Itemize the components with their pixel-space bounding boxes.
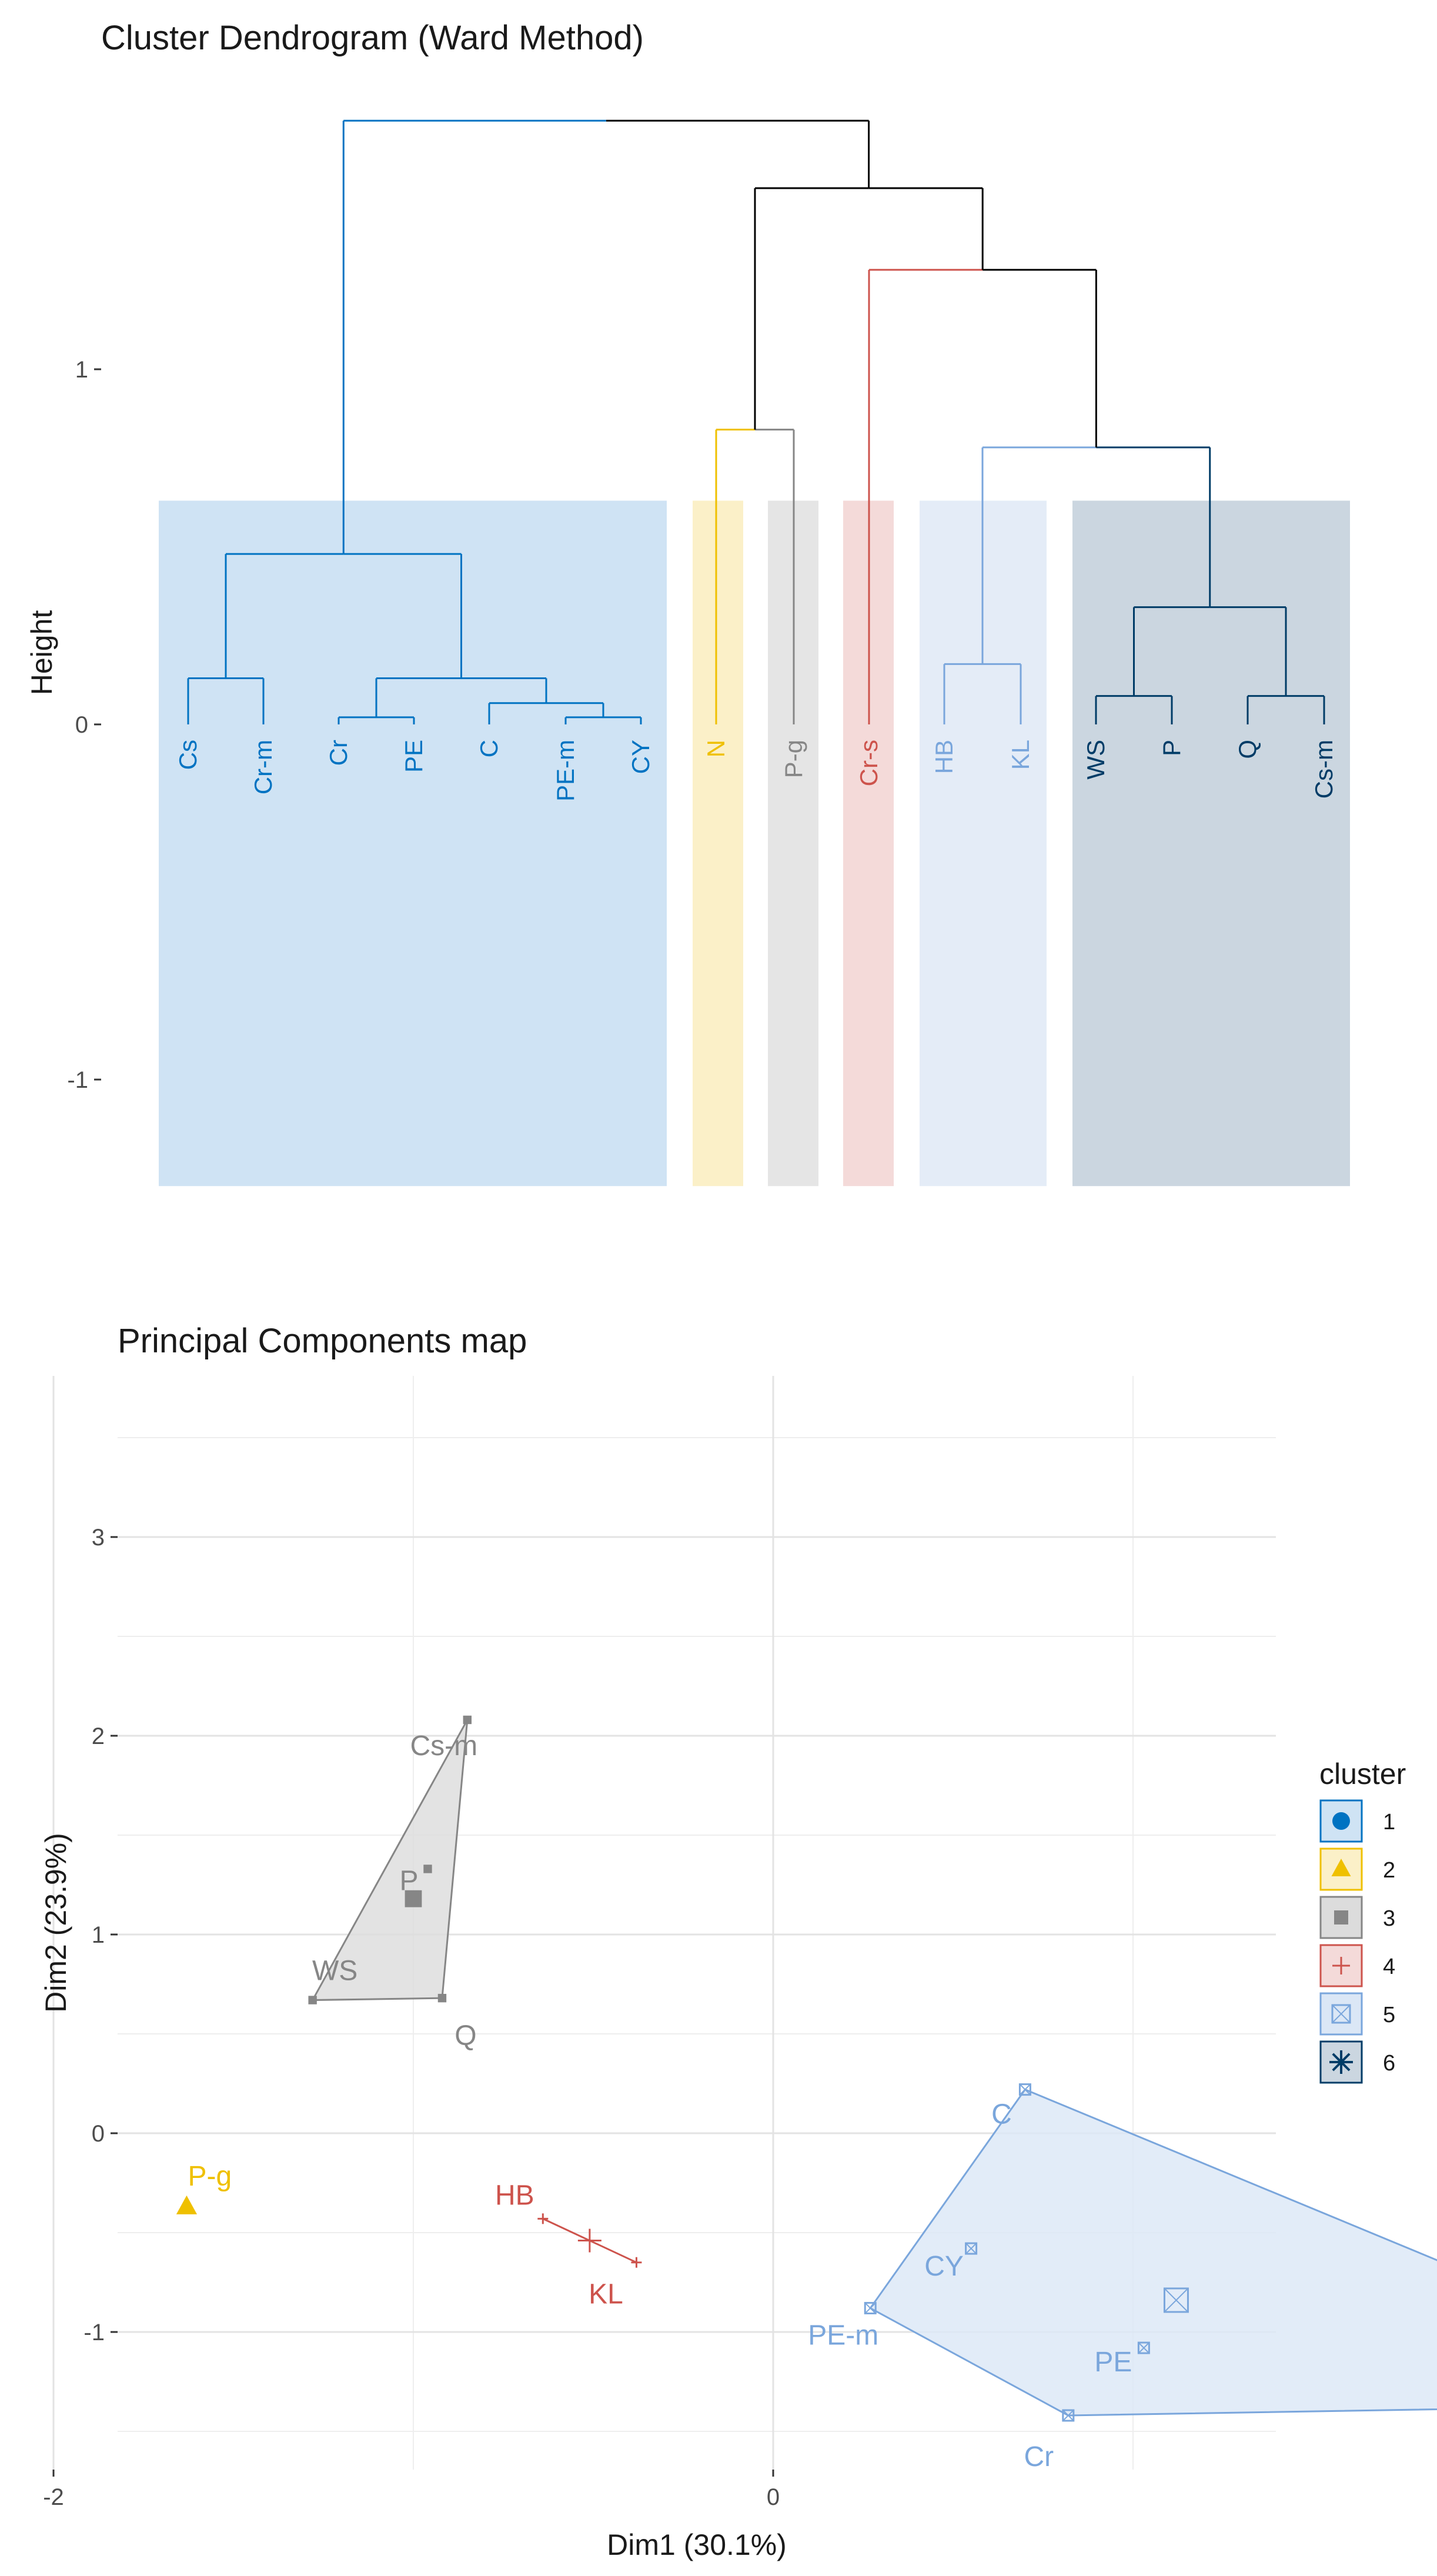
leaf-label-c: C <box>475 740 503 757</box>
marker-stroke <box>1019 2083 1031 2096</box>
leaf-label-cs: Cs <box>174 740 202 770</box>
leaf-label-hb: HB <box>930 740 958 774</box>
point-label-c: C <box>991 2099 1012 2130</box>
marker-stroke <box>1062 2409 1075 2422</box>
legend: cluster 1 2 3 4 5 6 <box>1319 1758 1406 2084</box>
point-q <box>437 1993 447 2003</box>
y-tick-label: 3 <box>92 1525 105 1551</box>
leaf-label-p-g: P-g <box>780 740 807 778</box>
marker-stroke <box>1018 2083 1031 2096</box>
point-label-ws: WS <box>312 1956 357 1987</box>
y-tick-label: 1 <box>92 1922 105 1948</box>
marker-stroke <box>965 2243 977 2254</box>
marker-stroke <box>1163 2287 1189 2313</box>
leaf-label-p: P <box>1158 740 1185 756</box>
legend-label-5: 5 <box>1383 2003 1395 2027</box>
centroid-3 <box>405 1890 422 1907</box>
marker-stroke <box>1164 2288 1189 2313</box>
point-ws <box>308 1996 317 2004</box>
point-cs-m <box>463 1715 472 1725</box>
legend-marker-2 <box>1331 1859 1351 1876</box>
point-c <box>1018 2083 1031 2096</box>
y-tick-label: 2 <box>92 1723 105 1749</box>
leaf-label-cy: CY <box>627 740 654 774</box>
point-label-cs-m: Cs-m <box>410 1730 477 1762</box>
pca-title: Principal Components map <box>118 1322 527 1360</box>
point-p-g <box>176 2195 198 2214</box>
point-p <box>423 1865 432 1873</box>
leaf-label-n: N <box>702 740 730 757</box>
cluster-rect-2 <box>693 500 743 1187</box>
marker-stroke <box>1332 2053 1351 2072</box>
leaf-label-cr-s: Cr-s <box>855 740 883 786</box>
point-pe-m <box>864 2301 877 2314</box>
legend-label-2: 2 <box>1383 1858 1395 1883</box>
marker-stroke <box>864 2301 877 2314</box>
marker-stroke <box>1062 2410 1074 2421</box>
point-kl <box>631 2257 642 2268</box>
legend-label-6: 6 <box>1383 2051 1395 2076</box>
leaf-label-q: Q <box>1234 740 1261 759</box>
legend-marker-3 <box>1334 1910 1348 1925</box>
centroid-4 <box>577 2228 601 2253</box>
point-label-kl: KL <box>589 2279 623 2310</box>
cluster-rect-6 <box>1072 500 1350 1187</box>
cluster-hull-3 <box>311 1719 469 2002</box>
marker-stroke <box>864 2302 876 2314</box>
cluster-hull-5 <box>869 2088 1437 2417</box>
pca-panel: Principal Components map NP-gCs-mPWSQHBK… <box>39 1322 1437 2561</box>
legend-marker-4 <box>1332 1957 1350 1974</box>
legend-title: cluster <box>1319 1758 1406 1790</box>
leaf-label-pe: PE <box>400 740 427 773</box>
leaf-label-cr: Cr <box>325 740 352 766</box>
cluster-rect-1 <box>159 500 667 1187</box>
x-tick-label: 0 <box>767 2484 780 2510</box>
point-label-q: Q <box>455 2020 476 2052</box>
marker-stroke <box>1137 2341 1150 2354</box>
y-tick-label: -1 <box>67 1067 88 1093</box>
legend-marker-5 <box>1331 2004 1351 2024</box>
leaf-label-cs-m: Cs-m <box>1310 740 1338 798</box>
legend-label-4: 4 <box>1383 1954 1395 1979</box>
marker-stroke <box>1331 2004 1351 2024</box>
y-tick-label: 0 <box>92 2121 105 2147</box>
y-tick-label: 0 <box>75 712 88 738</box>
dendrogram-title: Cluster Dendrogram (Ward Method) <box>101 19 644 57</box>
pca-x-axis-title: Dim1 (30.1%) <box>607 2528 787 2561</box>
leaf-label-ws: WS <box>1082 740 1110 780</box>
marker-stroke <box>1138 2342 1150 2354</box>
point-cy <box>965 2242 978 2255</box>
y-tick-label: -1 <box>83 2320 105 2346</box>
legend-label-1: 1 <box>1383 1810 1395 1835</box>
marker-stroke <box>965 2242 978 2255</box>
point-hb <box>537 2213 549 2224</box>
legend-marker-6 <box>1329 2050 1353 2074</box>
leaf-label-kl: KL <box>1007 740 1034 770</box>
point-label-p-g: P-g <box>188 2161 232 2192</box>
dendrogram-y-axis-title: Height <box>25 610 58 696</box>
point-pe <box>1137 2341 1150 2354</box>
legend-marker-1 <box>1332 1812 1350 1830</box>
point-label-cr: Cr <box>1024 2441 1054 2473</box>
dendrogram-panel: Cluster Dendrogram (Ward Method) Height … <box>25 19 1350 1187</box>
point-label-cy: CY <box>924 2251 964 2282</box>
centroid-5 <box>1163 2287 1189 2313</box>
point-label-pe: PE <box>1094 2347 1132 2378</box>
point-label-pe-m: PE-m <box>808 2320 878 2351</box>
pca-y-axis-title: Dim2 (23.9%) <box>39 1833 72 2013</box>
marker-stroke <box>1332 2004 1351 2023</box>
leaf-label-cr-m: Cr-m <box>249 740 277 794</box>
point-label-hb: HB <box>495 2180 534 2211</box>
leaf-label-pe-m: PE-m <box>552 740 579 801</box>
point-label-p: P <box>399 1865 418 1896</box>
y-tick-label: 1 <box>75 357 88 383</box>
x-tick-label: -2 <box>43 2484 64 2510</box>
point-cr <box>1062 2409 1075 2422</box>
legend-label-3: 3 <box>1383 1906 1395 1931</box>
